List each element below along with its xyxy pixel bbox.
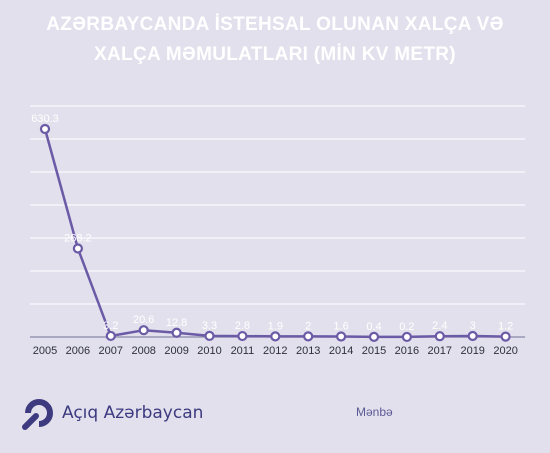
x-tick-label: 2016: [395, 345, 419, 357]
brand-name: Açıq Azərbaycan: [62, 403, 204, 423]
data-label: 2.4: [432, 320, 447, 332]
data-point: [39, 123, 51, 135]
x-tick-label: 2006: [66, 345, 90, 357]
x-tick-label: 2017: [428, 345, 452, 357]
series-line: [43, 128, 506, 339]
data-label: 0.4: [366, 321, 381, 333]
data-point: [500, 331, 511, 342]
data-label: 630.3: [31, 113, 59, 125]
data-label: 3.2: [103, 320, 118, 332]
data-point: [336, 331, 347, 342]
chart-title-line-1: AZƏRBAYCANDA İSTEHSAL OLUNAN XALÇA VƏ: [46, 14, 504, 35]
data-label: 12.8: [166, 317, 187, 329]
x-tick-label: 2011: [231, 345, 255, 357]
data-point: [368, 331, 380, 342]
data-label: 0.2: [399, 321, 414, 333]
brand-logo[interactable]: Açıq Azərbaycan: [22, 396, 203, 430]
data-point: [237, 330, 248, 342]
x-tick-label: 2020: [493, 345, 517, 357]
data-point: [138, 325, 149, 336]
data-point: [401, 331, 412, 343]
x-tick-label: 2019: [460, 345, 484, 357]
chart-title-line-2: XALÇA MƏMULATLARI (MİN KV METR): [94, 44, 456, 65]
data-point: [467, 330, 478, 342]
data-label: 1.6: [333, 320, 348, 332]
x-tick-label: 2014: [329, 345, 353, 357]
data-point: [303, 331, 314, 342]
data-point: [171, 327, 182, 338]
x-tick-label: 2005: [33, 345, 57, 357]
data-label: 3.3: [202, 320, 217, 332]
data-point: [270, 331, 281, 342]
x-tick-label: 2015: [362, 345, 386, 357]
data-point: [72, 243, 84, 254]
data-label: 1.2: [498, 321, 513, 333]
x-tick-label: 2013: [296, 345, 320, 357]
data-label: 2: [305, 320, 311, 332]
source-label[interactable]: Mənbə: [356, 405, 393, 419]
data-label: 20.6: [133, 314, 154, 326]
data-point: [434, 331, 445, 342]
data-label: 1.9: [268, 320, 283, 332]
x-tick-label: 2010: [197, 345, 221, 357]
x-tick-label: 2008: [131, 345, 155, 357]
data-label: 2.8: [235, 320, 250, 332]
x-tick-label: 2007: [99, 345, 123, 357]
x-tick-label: 2012: [263, 345, 287, 357]
brand-logo-icon: [22, 399, 53, 430]
chart-title: AZƏRBAYCANDA İSTEHSAL OLUNAN XALÇA VƏ XA…: [0, 10, 550, 70]
data-label: 268.2: [64, 232, 92, 244]
x-tick-label: 2009: [164, 345, 188, 357]
data-point: [204, 330, 215, 342]
data-label: 3: [470, 320, 476, 332]
data-point: [105, 330, 116, 342]
